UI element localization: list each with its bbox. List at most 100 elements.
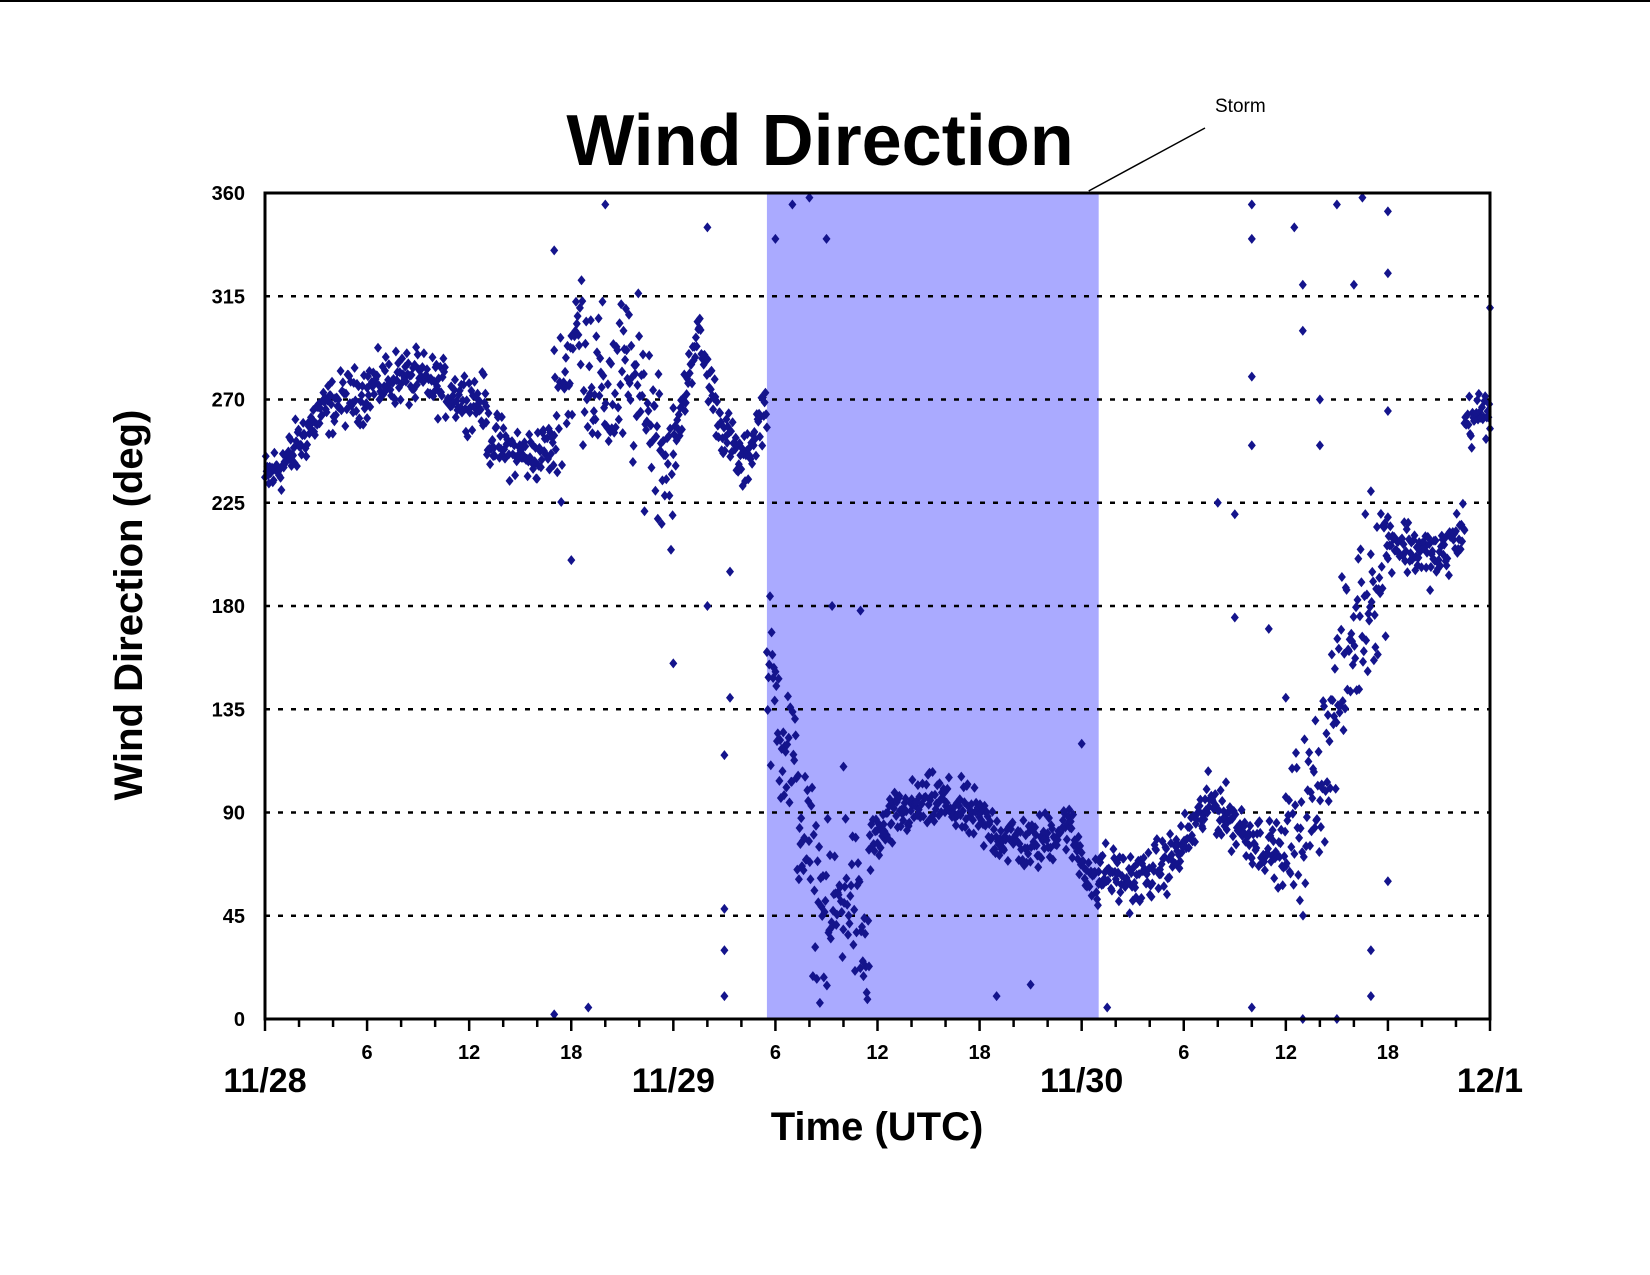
data-point <box>1287 842 1296 852</box>
data-point <box>496 431 505 441</box>
data-point <box>1137 893 1146 903</box>
data-point <box>1378 583 1387 594</box>
data-point <box>1079 856 1088 867</box>
data-point <box>460 371 469 382</box>
data-point <box>790 755 799 766</box>
data-point <box>1363 666 1372 677</box>
data-point <box>1119 853 1128 864</box>
data-point <box>565 378 574 389</box>
data-point <box>841 813 850 824</box>
x-tick-label-hour: 6 <box>770 1042 781 1064</box>
data-point <box>604 436 613 447</box>
data-point <box>844 929 852 940</box>
data-point <box>638 390 647 401</box>
data-point <box>1159 881 1168 892</box>
data-point <box>1247 233 1256 244</box>
data-point <box>647 462 656 473</box>
data-point <box>1092 887 1101 898</box>
data-point <box>1280 851 1289 862</box>
data-point <box>710 374 719 385</box>
data-point <box>1256 827 1265 838</box>
y-tick-label: 0 <box>234 1009 245 1031</box>
data-point <box>1328 695 1337 706</box>
data-point <box>270 447 279 458</box>
data-point <box>1093 894 1102 905</box>
data-point <box>597 382 606 393</box>
data-point <box>1276 838 1285 849</box>
data-point <box>1355 611 1364 622</box>
data-point <box>1291 800 1300 811</box>
data-point <box>537 454 546 465</box>
data-point <box>1465 391 1474 402</box>
data-point <box>1327 649 1336 660</box>
data-point <box>1074 831 1083 842</box>
data-point <box>1333 633 1342 644</box>
data-point <box>594 313 603 324</box>
data-point <box>839 761 848 772</box>
data-point <box>580 407 589 417</box>
data-point <box>568 343 577 354</box>
data-point <box>951 820 960 831</box>
storm-annotation-label: Storm <box>1215 96 1266 117</box>
data-point <box>625 309 633 320</box>
data-point <box>1371 642 1380 653</box>
data-point <box>342 388 350 399</box>
data-point <box>574 329 583 340</box>
data-point <box>1282 858 1291 869</box>
data-point <box>497 412 506 422</box>
data-point <box>1077 847 1086 858</box>
data-point <box>842 873 851 884</box>
data-point <box>805 836 813 847</box>
data-point <box>1347 628 1356 639</box>
data-point <box>823 813 832 824</box>
data-point <box>822 980 831 991</box>
data-point <box>1026 856 1035 867</box>
data-point <box>865 830 874 841</box>
data-point <box>720 991 729 1002</box>
x-tick-label-hour: 12 <box>866 1042 888 1064</box>
data-point <box>626 395 635 405</box>
y-tick-label: 225 <box>212 493 245 515</box>
data-point <box>1093 900 1102 911</box>
data-point <box>944 772 953 783</box>
data-point <box>1285 795 1293 806</box>
data-point <box>423 364 431 375</box>
data-point <box>1094 866 1103 877</box>
data-point <box>782 782 791 793</box>
data-point <box>1417 562 1426 573</box>
data-point <box>598 296 607 307</box>
data-point <box>315 418 324 429</box>
data-point <box>1272 817 1281 828</box>
data-point <box>1289 879 1298 890</box>
data-point <box>621 354 630 365</box>
data-point <box>513 427 522 438</box>
data-point <box>1310 822 1319 833</box>
data-point <box>812 820 820 831</box>
data-point <box>737 464 746 475</box>
data-point <box>650 401 659 411</box>
data-point <box>1386 521 1395 532</box>
data-point <box>1466 430 1475 441</box>
data-point <box>691 332 700 343</box>
data-point <box>1305 747 1314 758</box>
data-point <box>428 352 437 363</box>
data-point <box>533 473 541 484</box>
data-point <box>996 825 1005 836</box>
data-point <box>276 472 285 483</box>
data-point <box>779 727 788 738</box>
data-point <box>748 458 757 469</box>
data-point <box>613 345 622 356</box>
data-point <box>1381 631 1390 642</box>
data-point <box>402 376 410 387</box>
data-point <box>1098 850 1107 861</box>
data-point <box>1345 646 1353 657</box>
data-point <box>762 422 771 433</box>
data-point <box>1301 878 1310 889</box>
data-point <box>1316 795 1325 806</box>
data-point <box>1334 643 1343 654</box>
data-point <box>866 865 875 876</box>
data-point <box>1440 539 1449 550</box>
data-point <box>1062 844 1071 855</box>
data-point <box>631 368 640 379</box>
data-point <box>707 365 716 376</box>
